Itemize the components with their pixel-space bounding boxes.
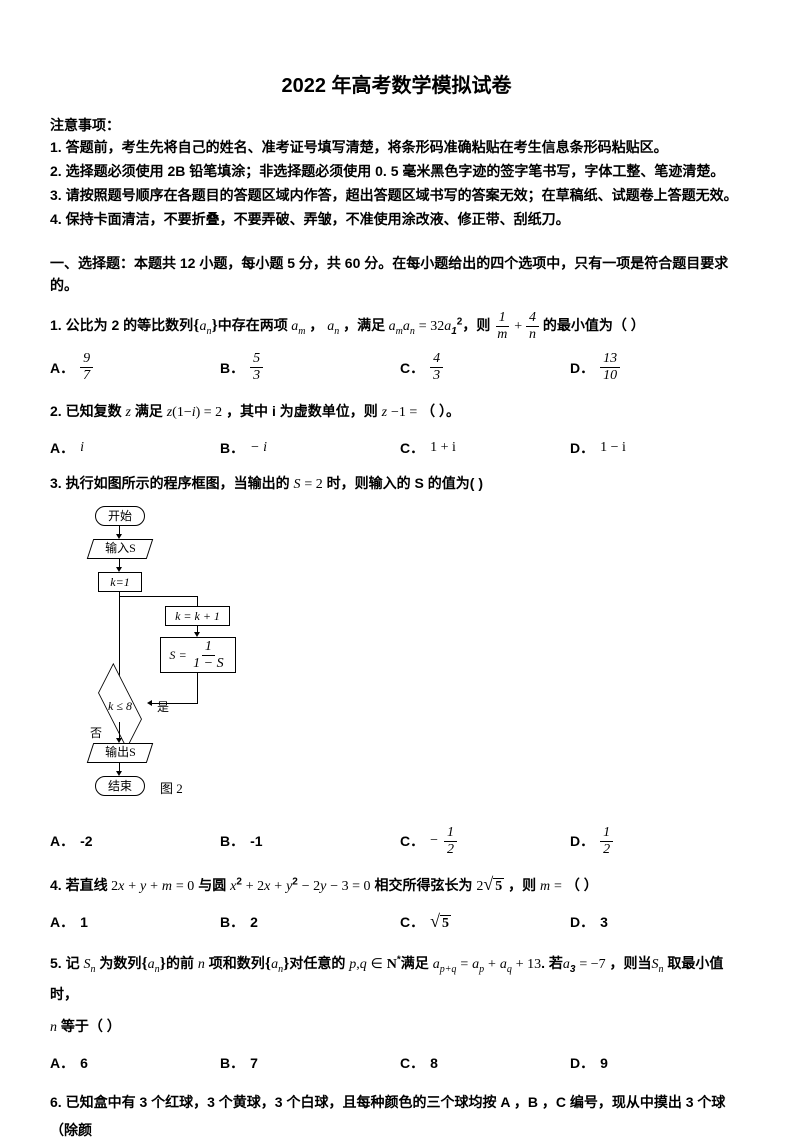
q2-opt-c: C．1 + i (400, 437, 570, 459)
q4-opt-d: D．3 (570, 911, 720, 933)
q5-opt-c: C．8 (400, 1052, 570, 1074)
q1-prefix: 1. 公比为 2 的等比数列 (50, 317, 193, 333)
question-4: 4. 若直线 2x + y + m = 0 与圆 x2 + 2x + y2 − … (50, 871, 743, 901)
fc-condition: k ≤ 8 (90, 690, 150, 722)
question-6: 6. 已知盒中有 3 个红球，3 个黄球，3 个白球，且每种颜色的三个球均按 A… (50, 1088, 743, 1144)
notice-1: 1. 答题前，考生先将自己的姓名、准考证号填写清楚，将条形码准确粘贴在考生信息条… (50, 136, 743, 160)
q3-opt-d: D．12 (570, 826, 720, 857)
question-2: 2. 已知复数 z 满足 z(1−i) = 2 ，其中 i 为虚数单位，则 z … (50, 397, 743, 427)
fc-start: 开始 (95, 506, 145, 526)
fc-end: 结束 (95, 776, 145, 796)
notice-4: 4. 保持卡面清洁，不要折叠，不要弄破、弄皱，不准使用涂改液、修正带、刮纸刀。 (50, 208, 743, 232)
q5-opt-d: D．9 (570, 1052, 720, 1074)
question-1: 1. 公比为 2 的等比数列{an}中存在两项 am ， an ，满足 aman… (50, 310, 743, 342)
q3-opt-c: C．− 12 (400, 826, 570, 857)
q1-opt-d: D．1310 (570, 352, 720, 383)
q3-opt-a: A．-2 (50, 830, 220, 852)
q1-mid3: ，则 (462, 317, 490, 333)
question-4-options: A．1 B．2 C．√5 D．3 (50, 911, 743, 933)
flowchart: 开始 输入S k=1 k = k + 1 S= 11 − S k ≤ 8 是 否… (70, 506, 270, 816)
fc-assign: S= 11 − S (160, 637, 236, 673)
q1-mid1: 中存在两项 (218, 317, 288, 333)
fc-init: k=1 (98, 572, 142, 592)
q1-opt-a: A．97 (50, 352, 220, 383)
question-5: 5. 记 Sn 为数列{an}的前 n 项和数列{an}对任意的 p,q ∈ N… (50, 948, 743, 1008)
fc-increment: k = k + 1 (165, 606, 230, 626)
fc-caption: 图 2 (160, 779, 183, 800)
fc-yes-label: 是 (157, 698, 169, 717)
section-1-heading: 一、选择题：本题共 12 小题，每小题 5 分，共 60 分。在每小题给出的四个… (50, 252, 743, 297)
q4-opt-a: A．1 (50, 911, 220, 933)
fc-output: 输出S (87, 743, 153, 763)
q2-opt-b: B．− i (220, 437, 400, 459)
question-3-options: A．-2 B．-1 C．− 12 D．12 (50, 826, 743, 857)
q5-opt-a: A．6 (50, 1052, 220, 1074)
q2-opt-d: D．1 − i (570, 437, 720, 459)
q1-mid2: ，满足 (343, 317, 385, 333)
q3-opt-b: B．-1 (220, 830, 400, 852)
question-3: 3. 执行如图所示的程序框图，当输出的 S = 2 时，则输入的 S 的值为( … (50, 472, 743, 496)
fc-input: 输入S (87, 539, 153, 559)
q1-suffix: 的最小值为（ ） (543, 317, 645, 333)
q5-opt-b: B．7 (220, 1052, 400, 1074)
q1-opt-c: C．43 (400, 352, 570, 383)
q4-opt-b: B．2 (220, 911, 400, 933)
question-2-options: A．i B．− i C．1 + i D．1 − i (50, 437, 743, 459)
notice-heading: 注意事项： (50, 114, 743, 136)
notice-2: 2. 选择题必须使用 2B 铅笔填涂；非选择题必须使用 0. 5 毫米黑色字迹的… (50, 160, 743, 184)
q4-opt-c: C．√5 (400, 911, 570, 933)
page-title: 2022 年高考数学模拟试卷 (50, 70, 743, 102)
question-5-options: A．6 B．7 C．8 D．9 (50, 1052, 743, 1074)
q2-opt-a: A．i (50, 437, 220, 459)
question-1-options: A．97 B．53 C．43 D．1310 (50, 352, 743, 383)
fc-no-label: 否 (90, 724, 102, 743)
question-5-line2: n 等于（ ） (50, 1012, 743, 1042)
q1-opt-b: B．53 (220, 352, 400, 383)
notice-3: 3. 请按照题号顺序在各题目的答题区域内作答，超出答题区域书写的答案无效；在草稿… (50, 184, 743, 208)
